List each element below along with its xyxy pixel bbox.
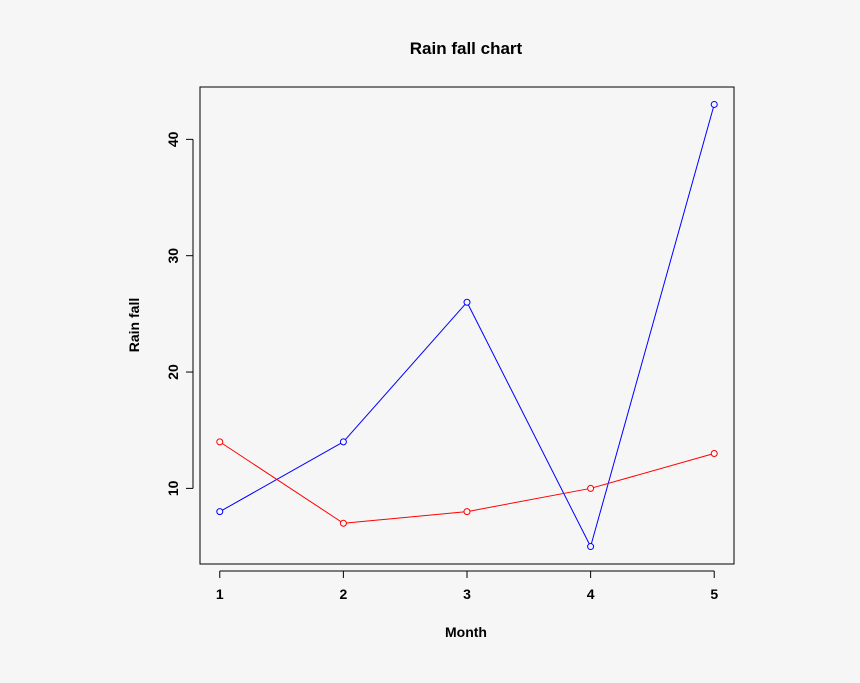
x-tick-label: 1 [216,586,224,602]
series-2-point [710,449,718,457]
series-1-segment [467,304,590,545]
series-1-point [339,438,347,446]
series-2-segment [469,488,588,512]
series-layer [216,100,718,551]
x-axis: 1 2 3 4 5 [216,570,718,602]
series-2-segment [346,511,465,524]
series-1-segment [222,442,342,511]
series-2-point [339,519,347,527]
series-2-segment [593,453,712,489]
chart-title: Rain fall chart [410,39,523,58]
y-axis-label: Rain fall [126,298,142,352]
y-tick-label: 40 [165,131,181,147]
y-tick-label: 30 [165,248,181,264]
series-1-segment [345,304,466,440]
y-tick-label: 10 [165,480,181,496]
series-2-point [587,484,595,492]
series-2 [216,438,718,527]
x-tick-label: 5 [710,586,718,602]
x-axis-label: Month [445,624,487,640]
y-tick-label: 20 [165,364,181,380]
series-1-point [710,100,718,108]
series-1-point [587,543,595,551]
plot-frame [199,86,735,565]
y-axis: 10 20 30 40 [165,131,194,496]
series-2-segment [222,443,342,523]
series-1-point [216,508,224,516]
series-2-point [216,438,224,446]
series-2-point [463,508,471,516]
x-tick-label: 2 [339,586,347,602]
series-1-segment [590,107,714,544]
x-tick-label: 4 [587,586,595,602]
series-1 [216,100,718,551]
series-1-point [463,298,471,306]
x-tick-label: 3 [463,586,471,602]
